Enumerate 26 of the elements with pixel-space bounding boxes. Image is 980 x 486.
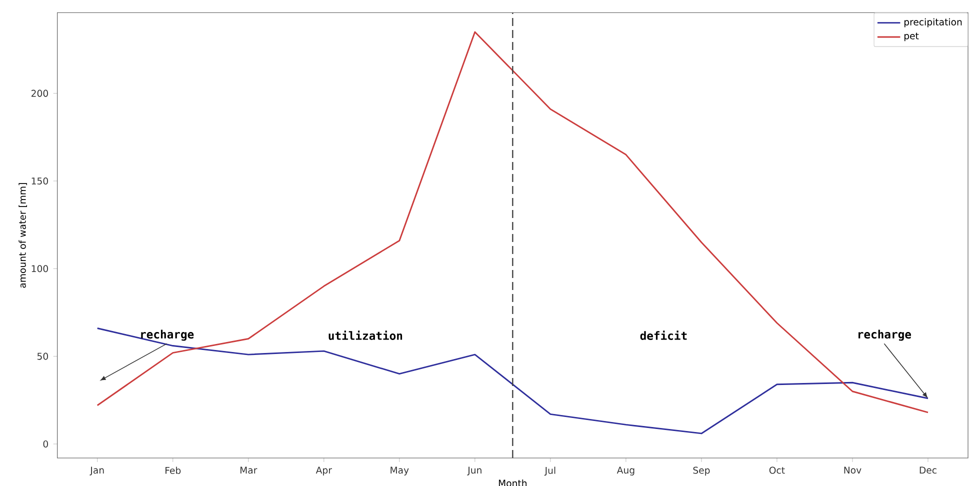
x-tick-label: Sep	[693, 466, 710, 476]
x-tick-label: Mar	[240, 466, 258, 474]
x-tick-label: Apr	[316, 466, 332, 476]
legend-label: precipitation	[904, 18, 962, 28]
legend-label: pet	[904, 32, 919, 42]
x-tick-label: Dec	[920, 466, 936, 474]
x-tick-label: Aug	[616, 466, 634, 476]
annotation: recharge	[141, 330, 194, 341]
x-tick-label: Jan	[90, 466, 104, 476]
annotation: deficit	[640, 330, 687, 340]
y-tick-label: 200	[32, 90, 48, 97]
y-axis-title: amount of water [mm]	[18, 183, 27, 288]
y-tick-label: 100	[32, 265, 48, 272]
x-tick-label: Feb	[166, 466, 181, 474]
x-tick-label: Jun	[467, 466, 482, 476]
annotation: utilization	[328, 330, 402, 340]
x-tick-label: May	[390, 466, 409, 476]
x-tick-label: Jul	[544, 466, 556, 476]
x-tick-label: Nov	[844, 466, 862, 474]
annotation: recharge	[858, 330, 912, 341]
y-tick-label: 0	[43, 440, 48, 448]
y-tick-label: 150	[32, 177, 48, 185]
line-series	[96, 31, 929, 414]
y-tick-label: 50	[37, 352, 48, 360]
x-tick-label: Oct	[769, 466, 785, 474]
line-series	[96, 328, 929, 434]
